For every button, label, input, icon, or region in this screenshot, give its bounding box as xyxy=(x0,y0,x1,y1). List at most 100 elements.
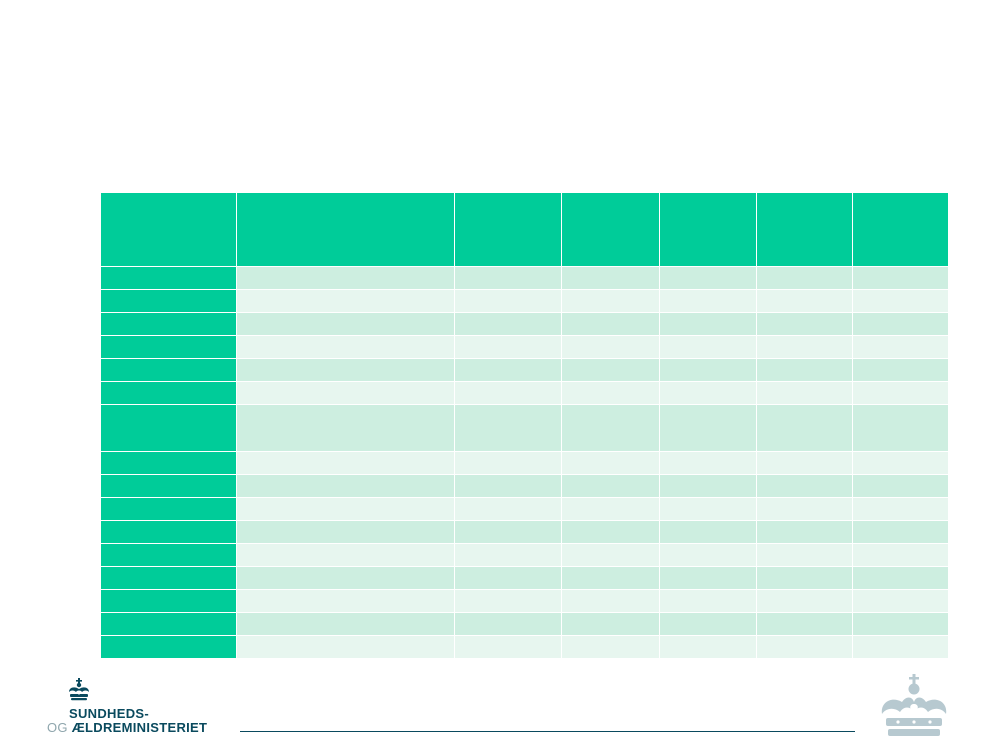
table-cell xyxy=(235,312,454,336)
table-cell xyxy=(755,451,852,475)
header-cell xyxy=(101,193,236,267)
table-cell xyxy=(453,543,561,567)
ministry-logo: SUNDHEDS- OG ÆLDREMINISTERIET xyxy=(47,678,227,738)
table-cell xyxy=(851,266,948,290)
table-cell xyxy=(453,520,561,544)
table-cell xyxy=(851,451,948,475)
table-cell xyxy=(658,635,756,658)
table-row xyxy=(101,404,948,452)
table-cell xyxy=(235,358,454,382)
table-cell xyxy=(560,358,659,382)
crown-icon xyxy=(69,678,89,701)
table-row xyxy=(101,612,948,636)
row-header-cell xyxy=(101,635,236,658)
table-cell xyxy=(851,381,948,405)
table-row xyxy=(101,381,948,405)
table-cell xyxy=(453,312,561,336)
table-cell xyxy=(851,543,948,567)
table-cell xyxy=(851,589,948,613)
table-cell xyxy=(235,289,454,313)
row-header-cell xyxy=(101,404,236,452)
table-cell xyxy=(453,566,561,590)
table-cell xyxy=(755,635,852,658)
table-cell xyxy=(851,635,948,658)
royal-crown-icon xyxy=(881,674,947,736)
table-cell xyxy=(235,404,454,452)
table-cell xyxy=(235,451,454,475)
table-cell xyxy=(453,474,561,498)
footer-divider xyxy=(240,731,855,732)
table-cell xyxy=(755,612,852,636)
header-cell xyxy=(851,193,948,267)
table-cell xyxy=(658,289,756,313)
table-cell xyxy=(851,289,948,313)
row-header-cell xyxy=(101,497,236,521)
ministry-name-prefix: OG xyxy=(47,720,72,735)
table-cell xyxy=(560,451,659,475)
ministry-name-line2: OG ÆLDREMINISTERIET xyxy=(47,720,207,735)
table-cell xyxy=(755,497,852,521)
table-cell xyxy=(658,266,756,290)
table-cell xyxy=(235,635,454,658)
table-row xyxy=(101,497,948,521)
table-cell xyxy=(560,266,659,290)
table-header-row xyxy=(101,193,948,267)
table-row xyxy=(101,335,948,359)
table-cell xyxy=(658,451,756,475)
row-header-cell xyxy=(101,289,236,313)
table-cell xyxy=(560,381,659,405)
table-cell xyxy=(453,289,561,313)
table-cell xyxy=(560,612,659,636)
table-cell xyxy=(658,404,756,452)
table-cell xyxy=(560,335,659,359)
table-cell xyxy=(235,497,454,521)
table-cell xyxy=(453,335,561,359)
table-cell xyxy=(658,612,756,636)
table-cell xyxy=(235,266,454,290)
row-header-cell xyxy=(101,566,236,590)
table-cell xyxy=(755,381,852,405)
table-cell xyxy=(851,566,948,590)
table-cell xyxy=(560,497,659,521)
table-cell xyxy=(453,497,561,521)
row-header-cell xyxy=(101,335,236,359)
table-cell xyxy=(755,543,852,567)
row-header-cell xyxy=(101,589,236,613)
table-cell xyxy=(658,312,756,336)
table-cell xyxy=(235,520,454,544)
table-cell xyxy=(560,566,659,590)
table-cell xyxy=(851,335,948,359)
table-cell xyxy=(851,312,948,336)
table-cell xyxy=(755,289,852,313)
table-cell xyxy=(755,589,852,613)
table-cell xyxy=(235,543,454,567)
table-cell xyxy=(851,520,948,544)
table-cell xyxy=(658,335,756,359)
row-header-cell xyxy=(101,520,236,544)
table-cell xyxy=(560,543,659,567)
table-cell xyxy=(235,612,454,636)
table-cell xyxy=(755,266,852,290)
table-cell xyxy=(851,497,948,521)
table-cell xyxy=(453,381,561,405)
table-cell xyxy=(851,612,948,636)
table-cell xyxy=(658,520,756,544)
table-cell xyxy=(560,635,659,658)
table-row xyxy=(101,474,948,498)
table-cell xyxy=(235,335,454,359)
table-cell xyxy=(560,312,659,336)
table-cell xyxy=(453,266,561,290)
table-cell xyxy=(453,404,561,452)
table-cell xyxy=(560,474,659,498)
table-row xyxy=(101,451,948,475)
header-cell xyxy=(658,193,756,267)
table-row xyxy=(101,312,948,336)
table-cell xyxy=(755,312,852,336)
table-cell xyxy=(560,404,659,452)
table-row xyxy=(101,543,948,567)
ministry-name-line1: SUNDHEDS- xyxy=(69,706,149,721)
table-cell xyxy=(658,381,756,405)
table-cell xyxy=(235,474,454,498)
row-header-cell xyxy=(101,381,236,405)
table-cell xyxy=(235,566,454,590)
